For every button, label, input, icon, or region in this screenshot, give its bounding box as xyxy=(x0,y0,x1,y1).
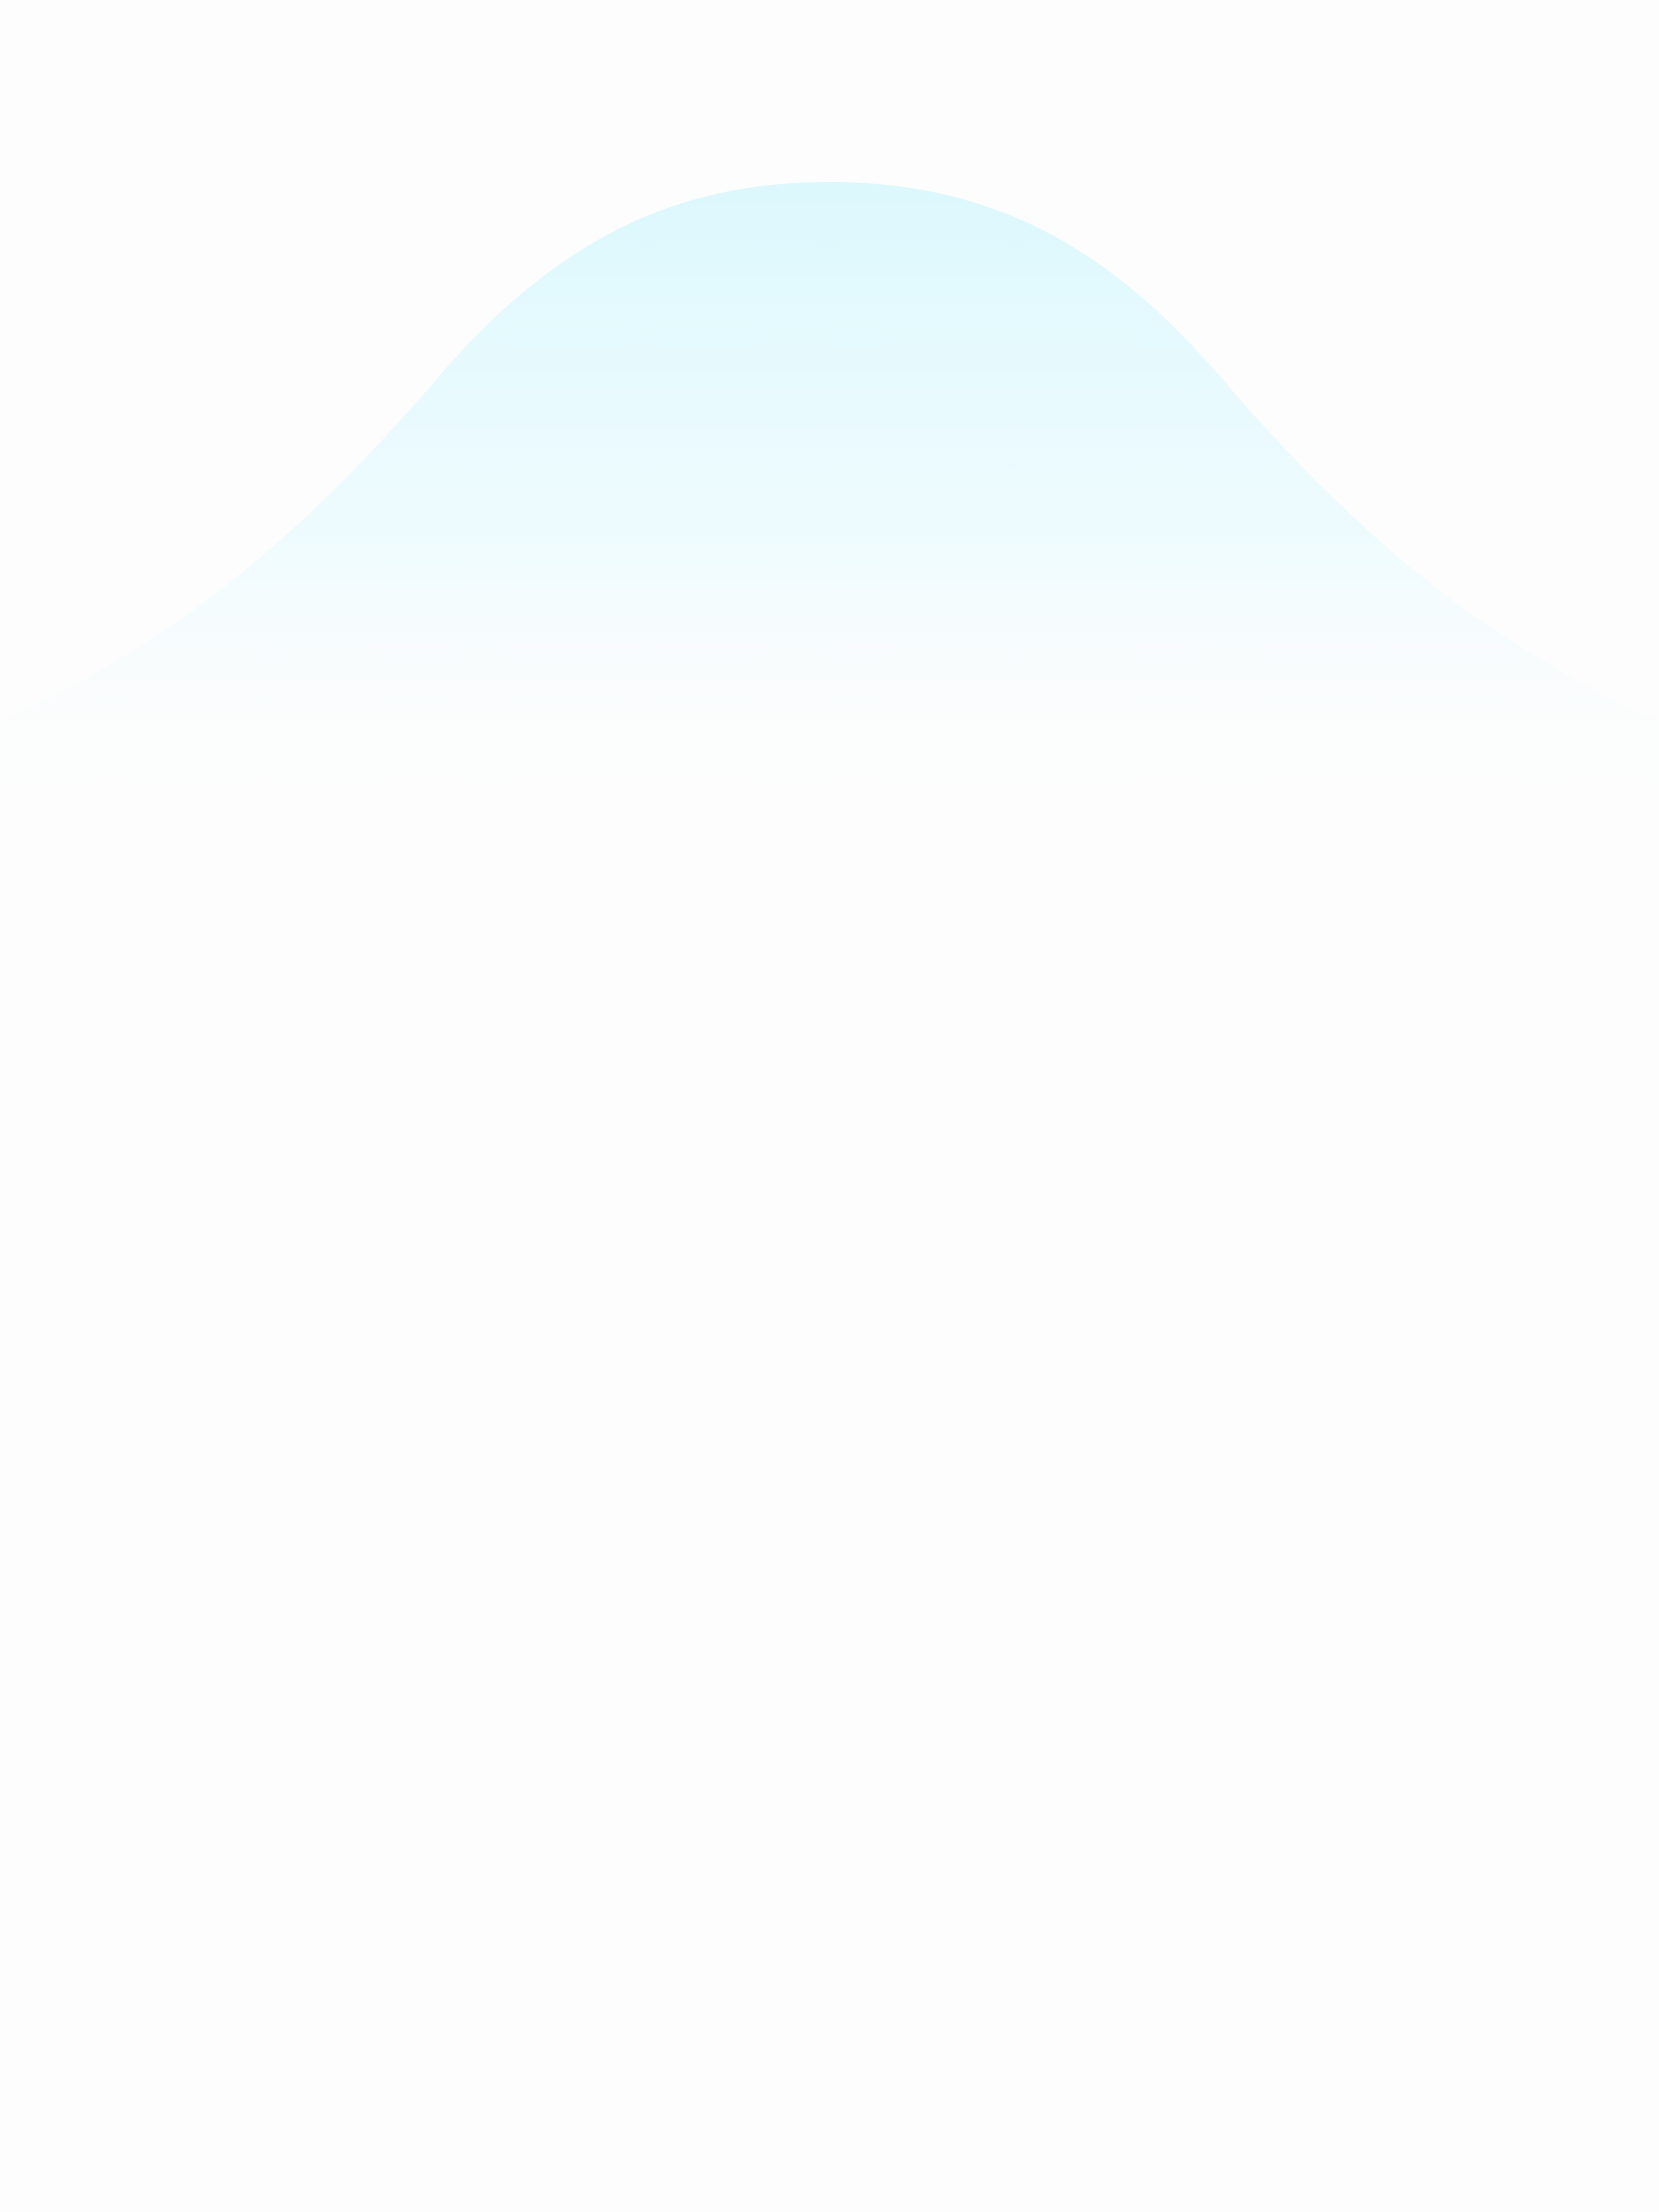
wave-hill xyxy=(0,182,1659,826)
